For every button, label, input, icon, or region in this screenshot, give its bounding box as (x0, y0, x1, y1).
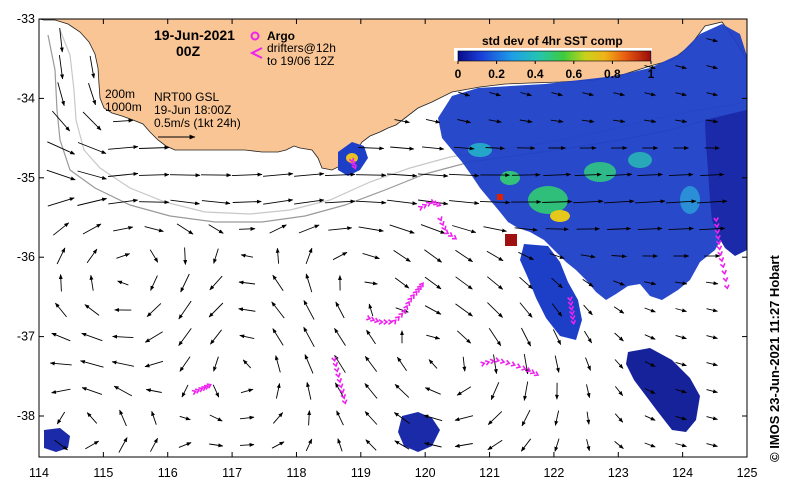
date-label: 19-Jun-2021 (154, 27, 235, 43)
colorbar-tick-label: 1 (648, 67, 655, 81)
current-arrow (546, 229, 569, 230)
x-tick-label: 123 (608, 466, 629, 480)
colorbar-tick-label: 0 (455, 67, 462, 81)
imos-credit: © IMOS 23-Jun-2021 11:27 Hobart (767, 255, 782, 462)
y-tick-label: -36 (17, 250, 35, 264)
x-tick-label: 115 (93, 466, 113, 480)
product-time-label: 19-Jun 18:00Z (154, 103, 231, 117)
y-tick-label: -34 (17, 91, 35, 105)
x-tick-label: 117 (222, 466, 242, 480)
depth-1000-label: 1000m (105, 100, 142, 114)
current-arrow (512, 175, 540, 176)
x-tick-label: 116 (158, 466, 178, 480)
colorbar-tick-label: 0.4 (527, 67, 544, 81)
x-tick-label: 119 (351, 466, 371, 480)
colorbar-tick-label: 0.6 (565, 67, 582, 81)
current-arrow (356, 175, 386, 176)
colorbar-tick-label: 0.8 (604, 67, 621, 81)
x-tick-label: 125 (737, 466, 758, 480)
x-tick-label: 122 (543, 466, 564, 480)
x-tick-label: 120 (415, 466, 436, 480)
drifters-label: drifters@12h (267, 41, 336, 55)
current-arrow (170, 175, 200, 176)
x-tick-label: 118 (286, 466, 306, 480)
y-tick-label: -35 (17, 171, 35, 185)
y-tick-label: -38 (17, 409, 35, 423)
product-label: NRT00 GSL (154, 90, 219, 104)
x-tick-label: 121 (479, 466, 500, 480)
drifters-range-label: to 19/06 12Z (267, 54, 334, 68)
y-tick-label: -37 (17, 330, 35, 344)
colorbar-tick-label: 0.2 (488, 67, 505, 81)
x-tick-label: 124 (672, 466, 693, 480)
y-tick-label: -33 (17, 12, 35, 26)
current-arrow (139, 202, 169, 203)
scale-label: 0.5m/s (1kt 24h) (154, 116, 241, 130)
colorbar-title: std dev of 4hr SST comp (482, 34, 623, 48)
colorbar-gradient (458, 51, 651, 61)
depth-200-label: 200m (105, 87, 135, 101)
x-tick-label: 114 (29, 466, 49, 480)
hour-label: 00Z (176, 43, 201, 59)
current-arrow (239, 229, 255, 230)
